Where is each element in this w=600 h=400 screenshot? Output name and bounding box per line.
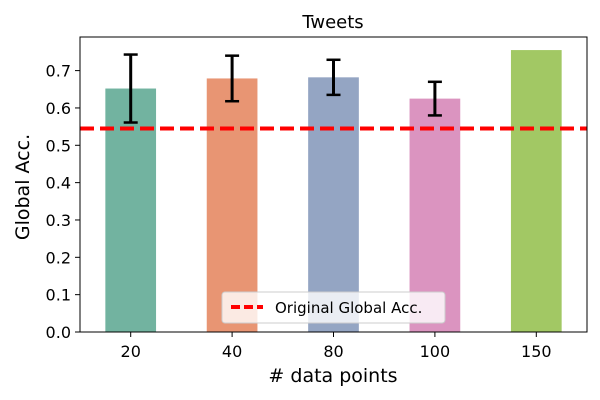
bar-150 — [510, 50, 562, 333]
bar-40 — [206, 78, 258, 332]
y-ticks-layer: 0.0 0.1 0.2 0.3 0.4 0.5 0.6 0.7 — [46, 62, 80, 342]
error-bar-100 — [427, 80, 442, 117]
error-bar-20 — [123, 53, 138, 124]
bar-20 — [105, 88, 157, 332]
bars-layer — [105, 50, 562, 333]
y-tick-label-0.1: 0.1 — [46, 286, 71, 305]
bar-80 — [308, 77, 359, 332]
y-tick-label-0.0: 0.0 — [46, 323, 71, 342]
legend-box — [221, 291, 446, 324]
y-axis-label: Global Acc. — [12, 134, 34, 240]
error-bar-80 — [326, 58, 341, 97]
y-tick-label-0.7: 0.7 — [46, 62, 71, 81]
legend: Original Global Acc. — [221, 291, 446, 324]
x-tick-label-100: 100 — [420, 342, 451, 361]
x-tick-label-150: 150 — [521, 342, 552, 361]
y-tick-label-0.3: 0.3 — [46, 211, 71, 230]
chart-title: Tweets — [301, 12, 363, 33]
legend-entry-label: Original Global Acc. — [275, 299, 422, 317]
y-tick-label-0.5: 0.5 — [46, 136, 71, 155]
x-tick-label-20: 20 — [121, 342, 141, 361]
x-axis-label: # data points — [268, 365, 397, 387]
x-ticks-layer: 20 40 80 100 150 — [121, 332, 552, 361]
x-tick-label-40: 40 — [222, 342, 242, 361]
error-bar-40 — [225, 54, 240, 103]
y-tick-label-0.2: 0.2 — [46, 248, 71, 267]
x-tick-label-80: 80 — [323, 342, 343, 361]
error-bars-layer — [123, 53, 442, 124]
y-tick-label-0.6: 0.6 — [46, 99, 71, 118]
y-tick-label-0.4: 0.4 — [46, 174, 71, 193]
